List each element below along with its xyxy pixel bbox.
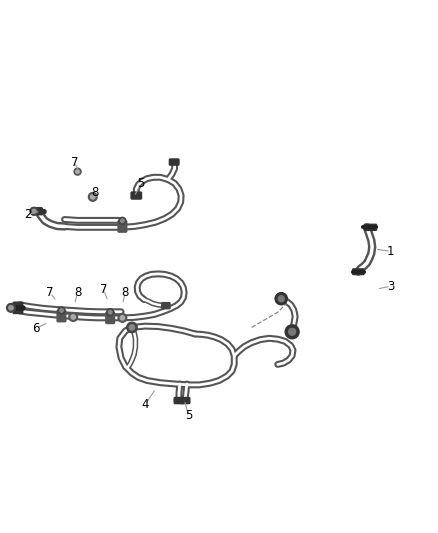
- Circle shape: [289, 328, 296, 335]
- Circle shape: [275, 293, 287, 305]
- Circle shape: [119, 217, 126, 224]
- Circle shape: [107, 309, 114, 316]
- Circle shape: [9, 305, 13, 310]
- Text: 3: 3: [387, 280, 395, 293]
- Circle shape: [127, 322, 137, 333]
- Text: 8: 8: [122, 286, 129, 299]
- Text: 7: 7: [71, 156, 78, 168]
- FancyBboxPatch shape: [106, 312, 115, 324]
- FancyBboxPatch shape: [118, 221, 127, 232]
- Circle shape: [129, 325, 134, 330]
- Circle shape: [120, 316, 124, 320]
- Text: 2: 2: [25, 208, 32, 221]
- FancyBboxPatch shape: [353, 269, 364, 274]
- FancyBboxPatch shape: [162, 303, 170, 309]
- Circle shape: [74, 168, 81, 175]
- FancyBboxPatch shape: [131, 192, 141, 199]
- Text: 8: 8: [91, 186, 99, 199]
- Text: 8: 8: [74, 286, 81, 299]
- Circle shape: [7, 303, 15, 312]
- Circle shape: [118, 313, 127, 322]
- Circle shape: [278, 296, 284, 302]
- Circle shape: [71, 315, 75, 319]
- Text: 6: 6: [32, 322, 40, 335]
- Circle shape: [32, 209, 36, 213]
- Circle shape: [69, 313, 78, 321]
- FancyBboxPatch shape: [180, 398, 190, 403]
- FancyBboxPatch shape: [32, 208, 42, 215]
- FancyBboxPatch shape: [57, 310, 66, 322]
- Text: 7: 7: [46, 286, 54, 299]
- Circle shape: [120, 219, 124, 223]
- Circle shape: [88, 192, 97, 201]
- Circle shape: [60, 309, 63, 312]
- Circle shape: [58, 307, 65, 314]
- FancyBboxPatch shape: [170, 159, 179, 165]
- Text: 5: 5: [185, 409, 192, 422]
- FancyBboxPatch shape: [174, 398, 184, 403]
- Text: 4: 4: [141, 398, 149, 411]
- Text: 5: 5: [137, 177, 145, 190]
- Text: 1: 1: [387, 245, 395, 258]
- Circle shape: [91, 195, 95, 199]
- FancyBboxPatch shape: [13, 302, 23, 313]
- Circle shape: [30, 207, 38, 215]
- Circle shape: [285, 325, 299, 339]
- Circle shape: [109, 310, 112, 314]
- Circle shape: [76, 170, 79, 173]
- Text: 7: 7: [100, 283, 107, 296]
- FancyBboxPatch shape: [364, 224, 377, 230]
